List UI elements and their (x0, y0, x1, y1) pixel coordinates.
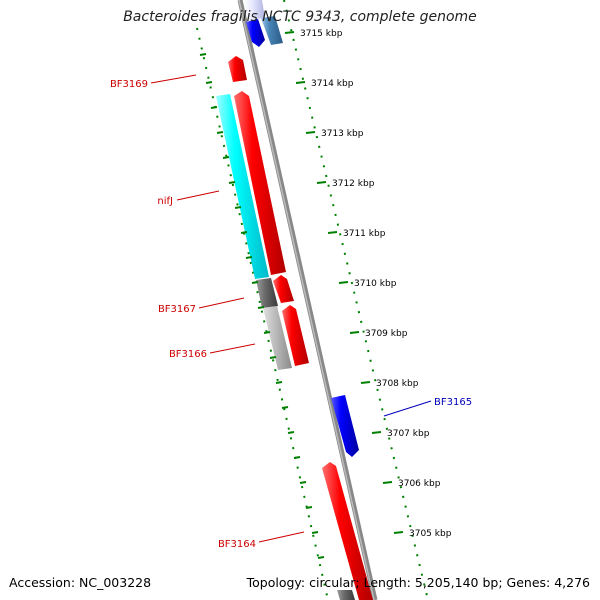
ruler-tick (316, 181, 327, 184)
label-leader-lines (150, 74, 432, 543)
bf3166-cds-feature[interactable] (263, 306, 292, 370)
ruler-minor-tick (269, 356, 277, 359)
ruler-minor-tick (199, 53, 207, 56)
ruler-tick-label: 3709 kbp (365, 329, 408, 339)
ruler-minor-tick (222, 156, 230, 159)
ruler-minor-tick (311, 531, 319, 534)
gene-label-bf3166[interactable]: BF3166 (169, 349, 207, 360)
gene-top-pale-feature (244, 0, 265, 20)
gene-label-bf3165[interactable]: BF3165 (434, 397, 472, 408)
ruler-tick-label: 3705 kbp (409, 529, 452, 539)
ruler-minor-tick (205, 81, 213, 84)
ruler-minor-tick (228, 181, 236, 184)
ruler-minor-tick (305, 506, 313, 509)
ruler-tick (327, 231, 338, 234)
ruler-layer: 3715 kbp 3714 kbp 3713 kbp 3712 kbp 3711 kbp… (199, 29, 452, 559)
ruler-tick (393, 531, 404, 534)
gene-top-blue-arrow[interactable] (246, 19, 265, 47)
ruler-tick (305, 131, 316, 134)
ruler-tick-label: 3707 kbp (387, 429, 430, 439)
gene-bf3169-arrow[interactable] (228, 56, 247, 82)
ruler-tick-label: 3708 kbp (376, 379, 419, 389)
gene-top-steelblue-arrow[interactable] (261, 16, 283, 45)
ruler-tick (338, 281, 349, 284)
gene-label-bf3164[interactable]: BF3164 (218, 539, 256, 550)
gene-bf3165-arrow[interactable] (331, 395, 359, 457)
gene-nifj-arrow[interactable] (234, 91, 286, 275)
ruler-minor-tick (293, 456, 301, 459)
gene-bf3164-arrow[interactable] (322, 462, 373, 600)
ruler-minor-tick (257, 306, 265, 309)
ruler-minor-tick (234, 206, 242, 209)
ruler-tick-label: 3712 kbp (332, 179, 375, 189)
gene-label-bf3167[interactable]: BF3167 (158, 304, 196, 315)
ruler-tick-label: 3714 kbp (311, 79, 354, 89)
gene-label-bf3169[interactable]: BF3169 (110, 79, 148, 90)
topology-summary: Topology: circular; Length: 5,205,140 bp… (246, 575, 590, 590)
bottom-grey-feature (337, 590, 355, 600)
ruler-minor-tick (240, 231, 248, 234)
gene-bf3166-arrow[interactable] (282, 305, 309, 366)
ruler-minor-tick (263, 331, 271, 334)
accession-text: Accession: NC_003228 (9, 575, 152, 590)
nifj-cds-feature[interactable] (216, 94, 269, 279)
ruler-minor-tick (245, 256, 253, 259)
ruler-tick-label: 3710 kbp (354, 279, 397, 289)
ruler-tick-label: 3713 kbp (321, 129, 364, 139)
ruler-tick-label: 3715 kbp (300, 29, 343, 39)
ruler-minor-tick (216, 131, 224, 134)
ruler-tick-label: 3706 kbp (398, 479, 441, 489)
ruler-tick (371, 431, 382, 434)
ruler-tick (382, 481, 393, 484)
ruler-minor-tick (287, 431, 295, 434)
ruler-tick (360, 381, 371, 384)
ruler-tick (284, 31, 295, 34)
genome-backbone (237, 0, 378, 600)
ruler-minor-tick (210, 106, 218, 109)
ruler-tick (295, 81, 306, 84)
ruler-minor-tick (275, 381, 283, 384)
bf3167-cds-feature[interactable] (256, 278, 278, 308)
ruler-tick-label: 3711 kbp (343, 229, 386, 239)
ruler-minor-tick (317, 556, 325, 559)
gene-bf3167-arrow[interactable] (273, 275, 294, 303)
ruler-tick (349, 331, 360, 334)
genome-title: Bacteroides fragilis NCTC 9343, complete… (123, 9, 477, 25)
ruler-minor-tick (299, 481, 307, 484)
ruler-minor-tick (251, 281, 259, 284)
gene-label-nifj[interactable]: nifJ (157, 196, 173, 207)
ruler-minor-tick (281, 406, 289, 409)
gene-label-layer: BF3169 nifJ BF3167 BF3166 BF3165 BF3164 (110, 79, 472, 550)
